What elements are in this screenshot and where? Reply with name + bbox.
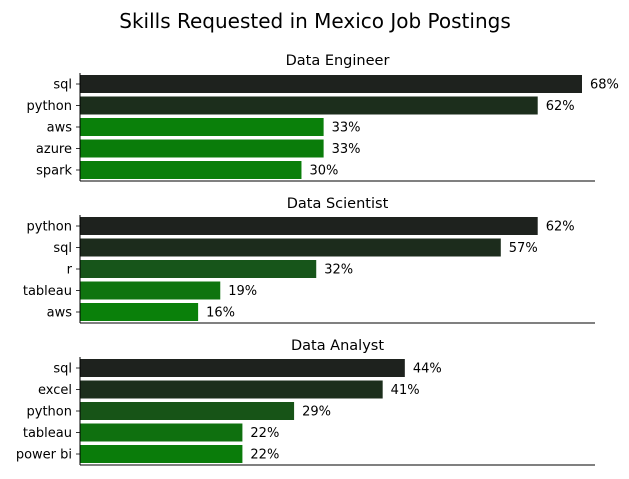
panel-3: Data Analyst sql 44% excel 41% python 29% table… — [16, 338, 595, 466]
bar-tableau — [80, 281, 221, 300]
data-label: 19% — [228, 284, 257, 299]
bar-aws — [80, 118, 324, 136]
y-tick-label: sql — [53, 241, 72, 256]
data-label: 33% — [332, 121, 361, 136]
y-tick-label: r — [67, 263, 73, 278]
bar-sql — [80, 75, 582, 93]
y-tick-label: python — [27, 99, 72, 114]
data-label: 32% — [324, 263, 353, 278]
data-label: 44% — [413, 362, 442, 377]
y-tick-label: python — [27, 220, 72, 235]
data-label: 41% — [391, 383, 420, 398]
data-label: 62% — [546, 220, 575, 235]
y-tick-label: sql — [53, 78, 72, 93]
bar-sql — [80, 238, 501, 257]
bar-python — [80, 96, 538, 115]
data-label: 68% — [590, 78, 619, 93]
data-label: 29% — [302, 405, 331, 420]
data-label: 57% — [509, 241, 538, 256]
panel-1: Data Engineer sql 68% python 62% aws 33% azure 3… — [27, 53, 619, 182]
bar-tableau — [80, 423, 243, 442]
bar-python — [80, 217, 538, 235]
y-tick-label: power bi — [16, 448, 72, 463]
bar-azure — [80, 139, 324, 158]
bar-power-bi — [80, 445, 243, 463]
y-tick-label: tableau — [23, 426, 72, 441]
bar-aws — [80, 303, 199, 321]
figure-title: Skills Requested in Mexico Job Postings — [119, 9, 510, 33]
bar-sql — [80, 359, 405, 377]
bar-r — [80, 260, 317, 278]
y-tick-label: tableau — [23, 284, 72, 299]
bar-python — [80, 402, 295, 420]
data-label: 22% — [250, 426, 279, 441]
y-tick-label: python — [27, 405, 72, 420]
panel-title: Data Analyst — [291, 338, 384, 354]
panel-2: Data Scientist python 62% sql 57% r 32% tableau… — [23, 196, 595, 324]
y-tick-label: azure — [36, 142, 72, 157]
bar-spark — [80, 161, 302, 179]
y-tick-label: excel — [38, 383, 72, 398]
data-label: 30% — [309, 164, 338, 179]
data-label: 33% — [332, 142, 361, 157]
data-label: 62% — [546, 99, 575, 114]
y-tick-label: aws — [47, 121, 73, 136]
y-tick-label: spark — [36, 164, 72, 179]
panel-title: Data Engineer — [286, 53, 390, 69]
y-tick-label: aws — [47, 306, 73, 321]
y-tick-label: sql — [53, 362, 72, 377]
panel-title: Data Scientist — [287, 196, 389, 212]
data-label: 16% — [206, 306, 235, 321]
bar-excel — [80, 380, 383, 399]
data-label: 22% — [250, 448, 279, 463]
